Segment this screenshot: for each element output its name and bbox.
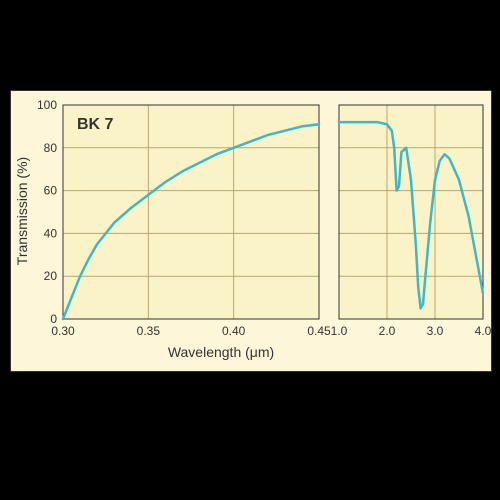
chart-svg: 0.30 0.35 0.40 0.45 BK 7 1.0 2.0 3.0 4.0 0 20 40…: [11, 91, 491, 371]
right-plot-background: [339, 105, 483, 319]
left-x-tick-labels: 0.30 0.35 0.40 0.45: [51, 324, 331, 338]
legend-label: BK 7: [77, 116, 114, 133]
y-tick: 80: [44, 141, 58, 155]
x-axis-label: Wavelength (μm): [168, 344, 274, 360]
y-axis-label: Transmission (%): [14, 157, 30, 265]
transmission-chart: 0.30 0.35 0.40 0.45 BK 7 1.0 2.0 3.0 4.0 0 20 40…: [10, 90, 492, 372]
x-tick: 0.40: [222, 324, 246, 338]
left-plot-background: [63, 105, 319, 319]
x-tick: 1.0: [331, 324, 348, 338]
right-x-tick-labels: 1.0 2.0 3.0 4.0: [331, 324, 491, 338]
y-tick: 60: [44, 184, 58, 198]
right-panel: 1.0 2.0 3.0 4.0: [331, 105, 491, 338]
x-tick: 0.30: [51, 324, 75, 338]
x-tick: 2.0: [379, 324, 396, 338]
y-tick: 40: [44, 226, 58, 240]
x-tick: 4.0: [475, 324, 491, 338]
y-tick: 100: [37, 98, 57, 112]
y-tick: 20: [44, 269, 58, 283]
left-panel: 0.30 0.35 0.40 0.45 BK 7: [51, 105, 331, 338]
x-tick: 0.35: [137, 324, 161, 338]
y-tick: 0: [50, 312, 57, 326]
y-tick-labels: 0 20 40 60 80 100: [37, 98, 57, 326]
x-tick: 3.0: [427, 324, 444, 338]
x-tick: 0.45: [307, 324, 331, 338]
